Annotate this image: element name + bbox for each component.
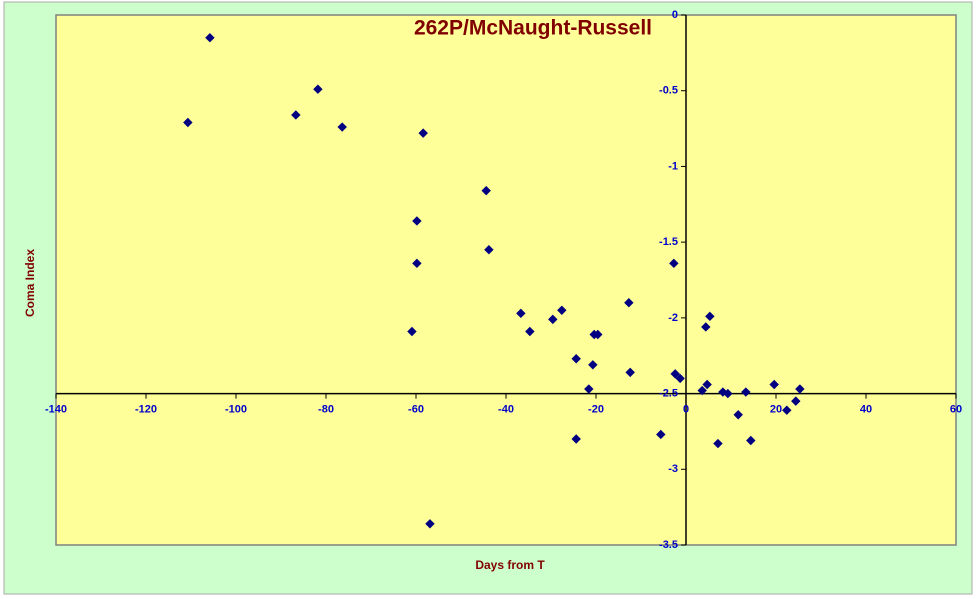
x-tick-label: 40: [860, 403, 872, 415]
data-point: [412, 258, 422, 269]
data-point: [675, 373, 685, 384]
x-tick-label: -120: [135, 403, 157, 415]
x-tick-label: -100: [225, 403, 247, 415]
data-point: [670, 369, 680, 379]
data-point: [746, 435, 756, 446]
data-point: [571, 434, 581, 444]
data-point: [795, 384, 805, 394]
y-tick-label: 0: [672, 9, 678, 21]
data-point: [571, 354, 581, 364]
data-point: [418, 128, 428, 138]
data-point: [407, 326, 417, 337]
data-point: [183, 117, 193, 128]
data-point: [548, 314, 558, 325]
y-tick-label: -3: [668, 463, 678, 475]
data-point: [425, 519, 435, 529]
data-point: [697, 385, 707, 396]
data-point: [723, 388, 733, 399]
data-point: [205, 33, 215, 43]
data-point: [525, 326, 535, 337]
x-tick-label: 20: [770, 403, 782, 415]
data-point: [412, 216, 422, 226]
x-axis-label: Days from T: [475, 558, 545, 572]
data-point: [769, 379, 779, 390]
data-point: [593, 329, 603, 340]
data-point: [291, 110, 301, 120]
data-point: [516, 308, 526, 319]
data-point: [337, 122, 347, 132]
data-point: [701, 322, 711, 332]
x-tick-label: -20: [588, 403, 604, 415]
data-point: [656, 429, 666, 440]
data-point: [484, 245, 494, 255]
y-tick-label: -0.5: [659, 85, 678, 97]
x-tick-label: -80: [318, 403, 334, 415]
x-tick-label: -40: [498, 403, 514, 415]
x-tick-label: 0: [683, 403, 689, 415]
data-point: [625, 367, 635, 378]
y-tick-label: -2.5: [659, 387, 678, 399]
data-point: [588, 360, 598, 370]
y-tick-label: -1.5: [659, 236, 678, 248]
data-point: [713, 438, 723, 449]
data-point: [702, 379, 712, 390]
data-point: [584, 384, 594, 394]
x-tick-label: -60: [408, 403, 424, 415]
y-tick-label: -3.5: [659, 539, 678, 551]
x-tick-label: -140: [45, 403, 67, 415]
y-tick-label: -1: [668, 160, 678, 172]
data-point: [782, 405, 792, 415]
data-point: [733, 410, 743, 420]
plot-area: [55, 14, 957, 546]
y-axis-label: Coma Index: [23, 249, 37, 317]
y-tick-label: -2: [668, 312, 678, 324]
x-tick-label: 60: [950, 403, 962, 415]
chart-title: 262P/McNaught-Russell: [414, 17, 652, 40]
data-point: [669, 258, 679, 269]
data-point: [313, 84, 323, 94]
data-point: [741, 387, 751, 397]
data-point: [624, 298, 634, 308]
data-point: [481, 185, 491, 196]
data-point: [791, 396, 801, 406]
data-point: [557, 305, 567, 315]
data-point: [705, 311, 715, 322]
